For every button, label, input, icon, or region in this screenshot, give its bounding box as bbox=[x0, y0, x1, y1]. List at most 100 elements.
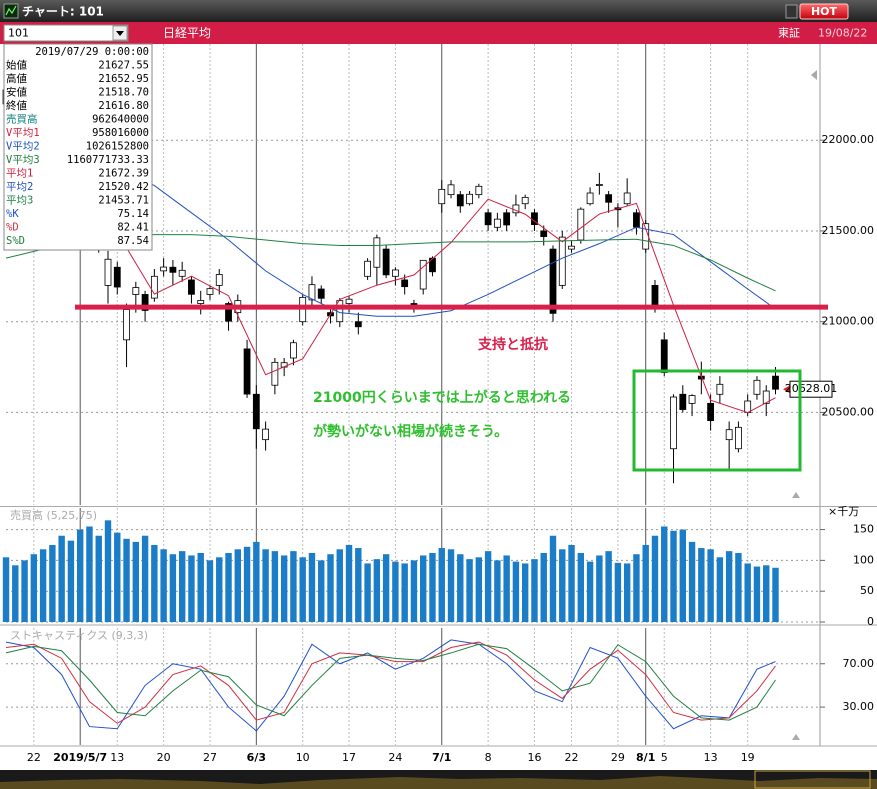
hot-label[interactable]: HOT bbox=[811, 5, 838, 18]
candle-body bbox=[707, 402, 715, 422]
hot-button[interactable] bbox=[799, 3, 849, 20]
x-tick-label: 5 bbox=[661, 751, 668, 764]
instrument-name: 日経平均 bbox=[163, 26, 211, 40]
y-tick-label: 22000.00 bbox=[822, 133, 875, 146]
volume-bar bbox=[661, 526, 668, 622]
x-tick-label: 6/3 bbox=[247, 751, 266, 764]
x-tick-label: 17 bbox=[342, 751, 356, 764]
volume-bar bbox=[141, 535, 149, 622]
volume-bar bbox=[160, 549, 167, 622]
candle-body bbox=[503, 212, 511, 226]
volume-bar bbox=[355, 548, 362, 622]
candle-body bbox=[262, 428, 270, 441]
volume-bar bbox=[512, 561, 520, 622]
candle-body bbox=[132, 287, 140, 295]
info-label: V平均3 bbox=[6, 154, 40, 166]
volume-bar bbox=[725, 551, 733, 622]
x-tick-label: 19 bbox=[741, 751, 755, 764]
volume-bar bbox=[132, 541, 140, 622]
volume-bar bbox=[364, 563, 371, 622]
candle-body bbox=[104, 258, 112, 286]
candle-body bbox=[466, 193, 473, 205]
last-price-arrow bbox=[783, 385, 790, 394]
volume-bar bbox=[392, 561, 399, 622]
volume-bar bbox=[429, 552, 436, 622]
candle-body bbox=[160, 266, 168, 272]
info-value: 21453.71 bbox=[98, 195, 149, 207]
annotation-comment: 21000円くらいまでは上がると思われる bbox=[313, 389, 571, 406]
info-label: %K bbox=[6, 208, 19, 220]
info-label: 売買高 bbox=[6, 113, 38, 126]
candle-body bbox=[169, 266, 177, 273]
toolbar bbox=[0, 22, 877, 44]
volume-bar bbox=[457, 554, 464, 622]
y-tick-label: 21500.00 bbox=[822, 224, 875, 237]
date: 19/08/22 bbox=[818, 27, 867, 40]
info-panel bbox=[3, 43, 153, 251]
candle-body bbox=[188, 279, 195, 295]
window-title: チャート: 101 bbox=[22, 5, 104, 19]
indicator-line bbox=[5, 639, 776, 732]
code-value[interactable]: 101 bbox=[8, 27, 29, 40]
info-label: 始値 bbox=[6, 59, 27, 72]
volume-bar bbox=[540, 552, 547, 622]
candle-body bbox=[623, 192, 631, 205]
candle-body bbox=[243, 348, 251, 395]
volume-bar bbox=[475, 557, 483, 622]
volume-bar bbox=[531, 559, 538, 622]
candle-body bbox=[419, 259, 427, 290]
candle-body bbox=[271, 361, 279, 386]
volume-bar bbox=[188, 555, 195, 622]
volume-bar bbox=[698, 548, 705, 622]
last-price-label: 20628.01 bbox=[785, 382, 838, 395]
exchange: 東証 bbox=[778, 27, 800, 40]
code-input[interactable] bbox=[3, 24, 129, 42]
volume-bar bbox=[49, 544, 56, 622]
candle-body bbox=[725, 429, 733, 441]
scrollbar-thumb[interactable] bbox=[754, 770, 871, 789]
volume-bar bbox=[206, 560, 214, 622]
volume-bar bbox=[447, 549, 455, 622]
candle-body bbox=[197, 300, 205, 304]
volume-bar bbox=[216, 557, 223, 622]
candle-body bbox=[633, 212, 640, 228]
x-tick-label: 22 bbox=[27, 751, 41, 764]
info-value: 87.54 bbox=[117, 235, 149, 247]
candle-body bbox=[744, 400, 752, 413]
title-bar bbox=[0, 0, 877, 22]
candle-body bbox=[382, 248, 390, 276]
candle-body bbox=[679, 393, 687, 410]
volume-bar bbox=[735, 552, 742, 622]
volume-bar bbox=[253, 541, 260, 622]
info-label: V平均1 bbox=[6, 127, 40, 139]
info-value: 21616.80 bbox=[98, 100, 149, 112]
volume-bar bbox=[577, 552, 585, 622]
candle-body bbox=[688, 395, 696, 404]
info-value: 21652.95 bbox=[98, 73, 149, 85]
indicator-line bbox=[5, 641, 776, 724]
annotation-support: 支持と抵抗 bbox=[477, 336, 548, 353]
y-tick-label: 21000.00 bbox=[822, 315, 875, 328]
scroll-marker bbox=[811, 70, 817, 80]
volume-bar bbox=[623, 563, 631, 622]
y-tick-label: 50 bbox=[860, 584, 874, 597]
volume-bar bbox=[651, 535, 659, 622]
volume-bar bbox=[104, 520, 112, 622]
info-value: 82.41 bbox=[117, 222, 149, 234]
candle-body bbox=[401, 279, 409, 288]
dropdown-arrow bbox=[116, 31, 124, 36]
volume-bar bbox=[559, 549, 566, 622]
volume-bar bbox=[596, 555, 603, 622]
volume-bar bbox=[299, 557, 306, 622]
volume-bar bbox=[39, 549, 47, 622]
x-tick-label: 24 bbox=[388, 751, 402, 764]
volume-bar bbox=[151, 544, 158, 622]
candle-body bbox=[735, 426, 742, 450]
candle-body bbox=[753, 379, 761, 395]
candle-body bbox=[354, 321, 362, 328]
window-button[interactable] bbox=[785, 4, 798, 19]
info-value: 1160771733.33 bbox=[67, 154, 149, 166]
volume-bar bbox=[290, 551, 297, 622]
volume-bar bbox=[86, 526, 93, 622]
volume-bar bbox=[21, 560, 28, 622]
